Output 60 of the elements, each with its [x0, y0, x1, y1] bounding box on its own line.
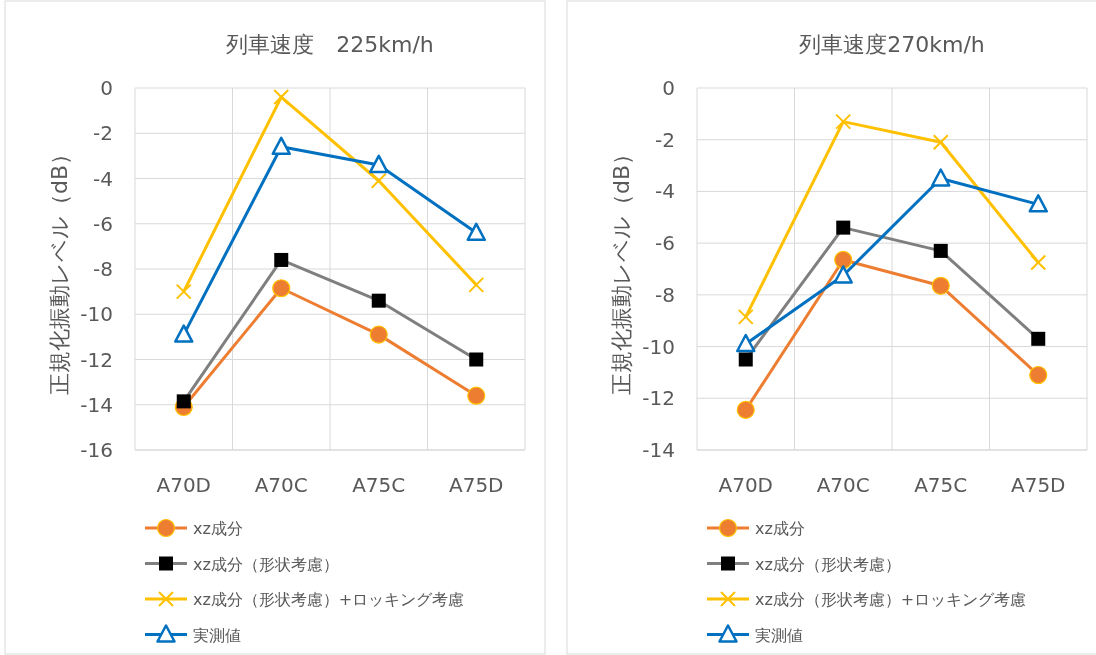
- y-axis-title: 正規化振動レベル（dB）: [609, 142, 634, 396]
- x-tick-label: A70C: [254, 473, 308, 497]
- y-axis-title: 正規化振動レベル（dB）: [47, 142, 72, 396]
- point: [834, 250, 853, 270]
- point: [174, 324, 194, 343]
- point: [1029, 365, 1048, 385]
- legend-label: xz成分（形状考慮）: [755, 554, 901, 574]
- x-tick-label: A70D: [156, 473, 212, 497]
- point: [736, 400, 755, 420]
- point: [467, 386, 486, 405]
- y-tick-label: -4: [93, 166, 113, 191]
- y-tick-label: 0: [100, 76, 113, 100]
- y-tick-label: -10: [642, 334, 675, 359]
- legend-label: xz成分: [755, 519, 805, 538]
- point: [272, 279, 291, 298]
- y-tick-label: -6: [655, 231, 675, 256]
- y-tick-label: -4: [655, 179, 675, 204]
- point: [369, 325, 388, 344]
- point: [466, 222, 486, 242]
- point: [273, 89, 290, 106]
- point: [175, 283, 192, 300]
- x-tick-label: A70D: [718, 473, 774, 497]
- y-tick-label: -14: [80, 392, 113, 417]
- point: [370, 172, 387, 189]
- x-tick-label: A75D: [1010, 473, 1066, 497]
- chart-title: 列車速度 225km/h: [226, 32, 434, 57]
- y-tick-label: 0: [662, 76, 675, 100]
- y-tick-label: -2: [93, 121, 113, 146]
- point: [931, 276, 950, 295]
- y-tick-label: -8: [655, 282, 675, 307]
- legend-label: xz成分（形状考慮）: [193, 554, 339, 574]
- legend-label: xz成分（形状考慮）+ロッキング考慮: [193, 590, 465, 609]
- point: [271, 136, 291, 156]
- x-tick-label: A75C: [914, 473, 968, 497]
- point: [932, 134, 949, 151]
- x-tick-label: A75C: [352, 473, 406, 497]
- point: [1028, 194, 1048, 213]
- y-tick-label: -12: [80, 347, 113, 372]
- y-tick-label: -10: [80, 302, 113, 327]
- legend-label: 実測値: [193, 625, 241, 645]
- point: [1030, 254, 1047, 271]
- legend-label: xz成分（形状考慮）+ロッキング考慮: [755, 590, 1027, 609]
- legend-label: xz成分: [193, 519, 243, 538]
- chart-title: 列車速度270km/h: [799, 32, 985, 57]
- point: [833, 265, 853, 284]
- y-tick-label: -2: [655, 127, 675, 152]
- y-tick-label: -14: [642, 438, 675, 462]
- point: [369, 154, 389, 174]
- point: [737, 308, 754, 325]
- x-tick-label: A75D: [448, 473, 504, 497]
- point: [468, 276, 485, 293]
- legend-label: 実測値: [755, 625, 803, 645]
- point: [835, 113, 852, 130]
- y-tick-label: -8: [93, 257, 113, 281]
- y-tick-label: -16: [80, 438, 113, 462]
- y-tick-label: -6: [93, 211, 113, 236]
- y-tick-label: -12: [642, 386, 675, 411]
- point: [931, 168, 951, 187]
- point: [736, 333, 756, 353]
- x-tick-label: A70C: [816, 473, 870, 497]
